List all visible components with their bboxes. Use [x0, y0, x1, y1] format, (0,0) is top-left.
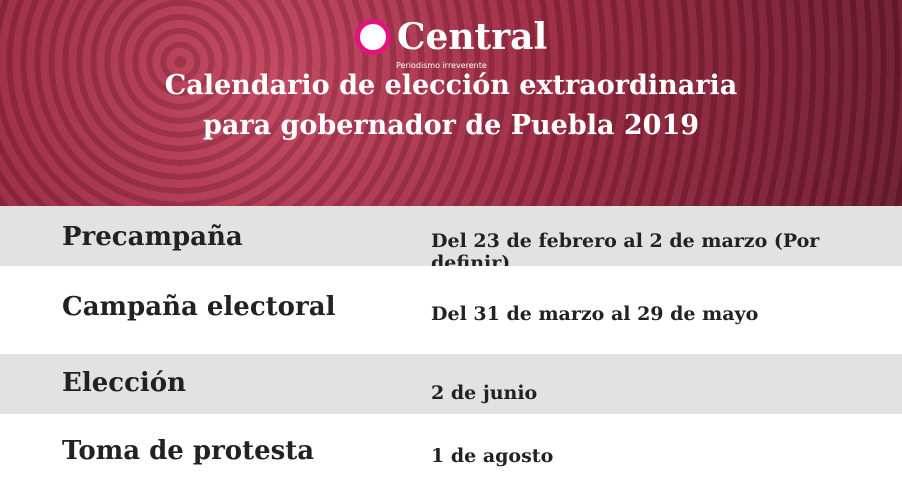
logo-text: Central	[396, 16, 548, 58]
table-row: Campaña electoral Del 31 de marzo al 29 …	[0, 266, 902, 354]
row-label: Toma de protesta	[62, 436, 315, 466]
logo: Central Periodismo irreverente	[0, 16, 902, 70]
header-banner: Central Periodismo irreverente Calendari…	[0, 0, 902, 206]
table-row: Toma de protesta 1 de agosto	[0, 414, 902, 494]
row-value: Del 31 de marzo al 29 de mayo	[431, 303, 759, 325]
table-row: Precampaña Del 23 de febrero al 2 de mar…	[0, 206, 902, 274]
title: Calendario de elección extraordinaria	[164, 70, 738, 101]
tagline: Periodismo irreverente	[396, 61, 487, 70]
row-label: Elección	[62, 368, 187, 398]
row-value: 1 de agosto	[431, 445, 554, 467]
row-value: 2 de junio	[431, 382, 538, 404]
table-row: Elección 2 de junio	[0, 354, 902, 414]
row-label: Campaña electoral	[62, 292, 336, 322]
title: para gobernador de Puebla 2019	[202, 110, 700, 141]
row-label: Precampaña	[62, 222, 243, 252]
